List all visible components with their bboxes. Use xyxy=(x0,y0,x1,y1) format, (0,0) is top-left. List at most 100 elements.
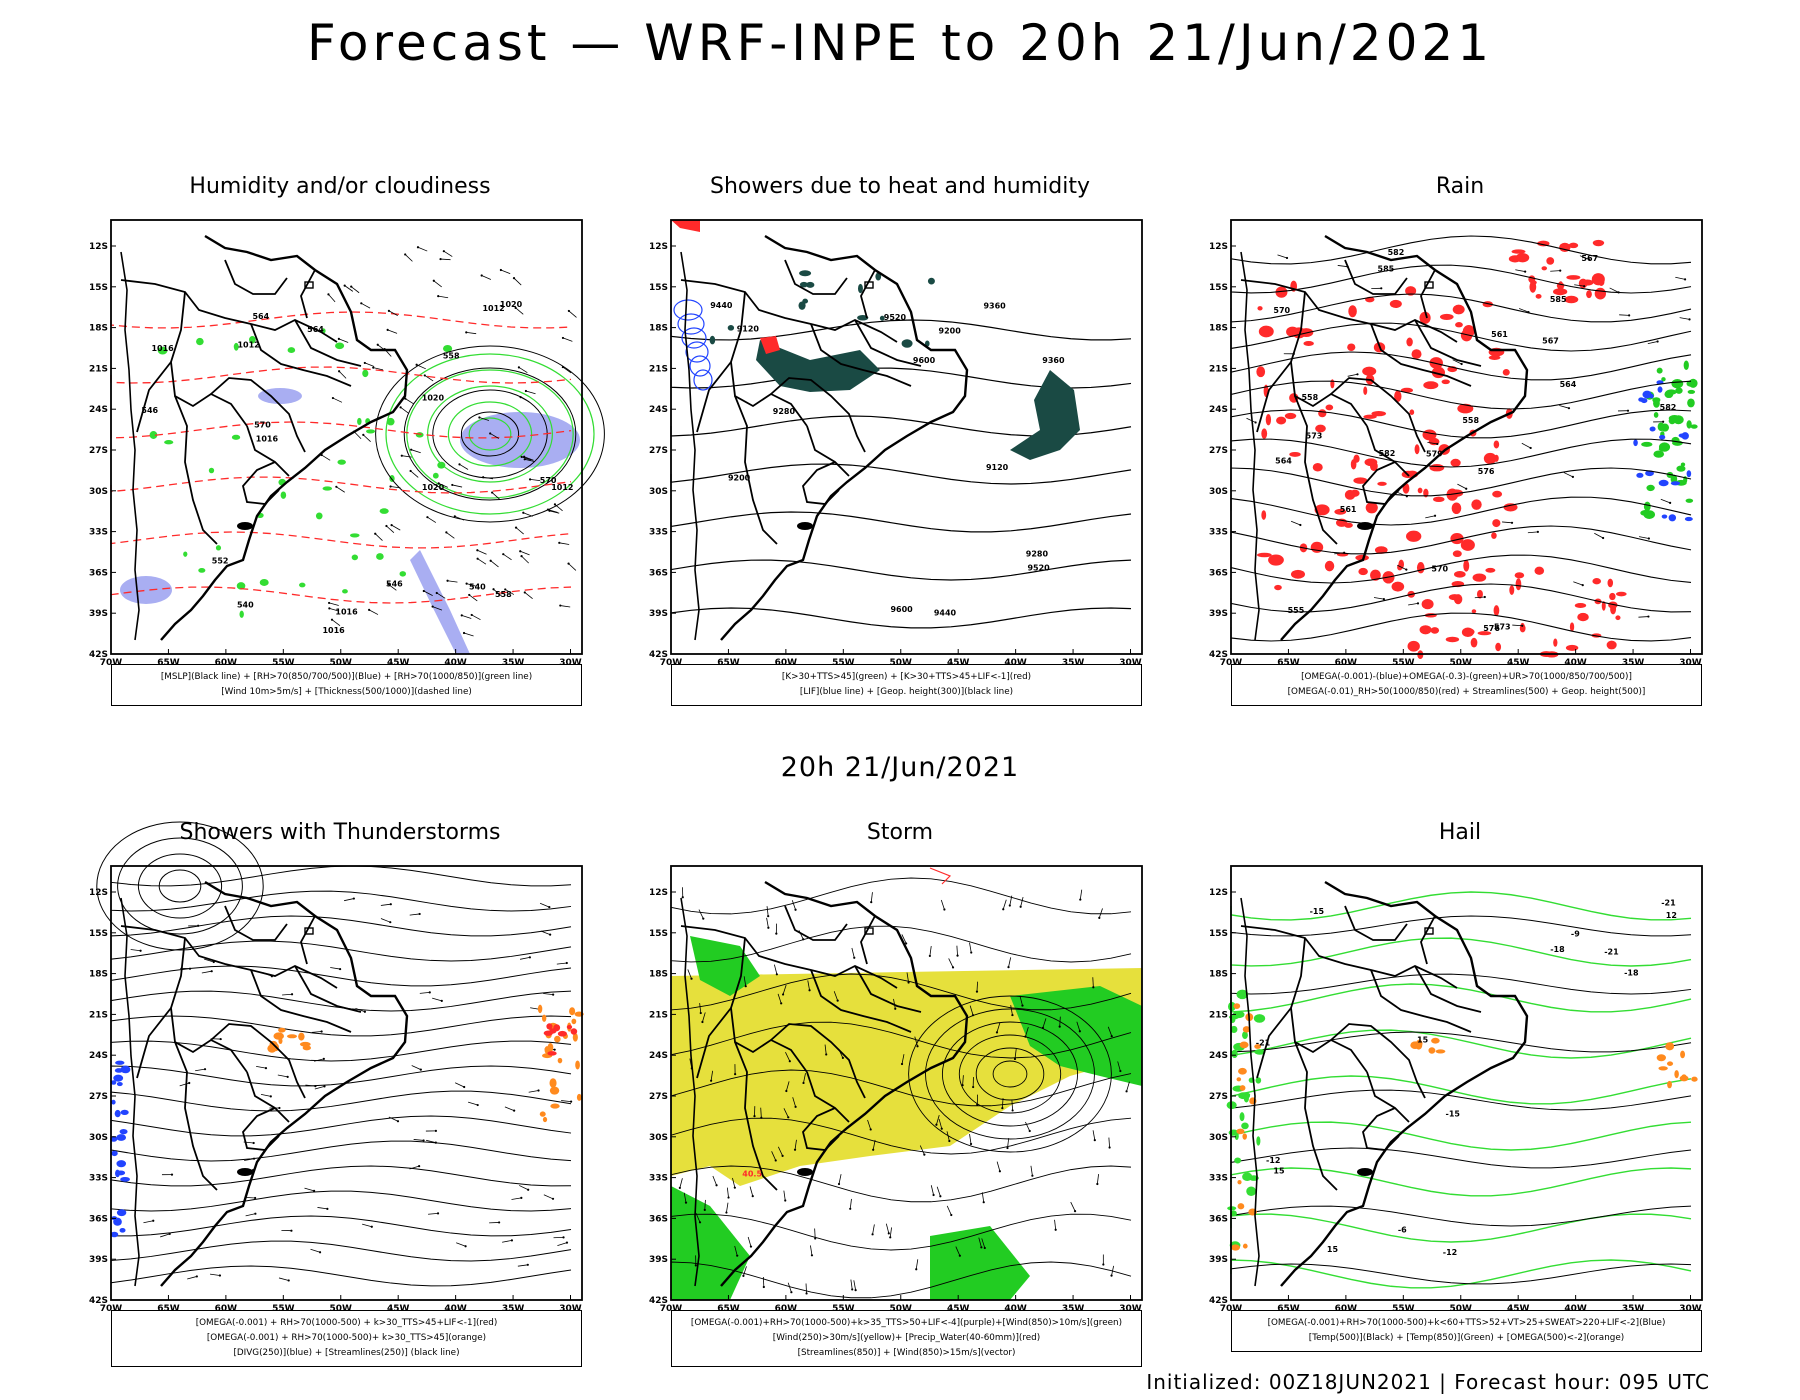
valid-time-label: 20h 21/Jun/2021 xyxy=(780,752,1020,783)
streamline-arrow-head xyxy=(434,1129,437,1132)
rain-red-cell xyxy=(1377,481,1387,486)
wind-vector-head xyxy=(1110,1035,1113,1038)
wind-vector-head xyxy=(869,1128,872,1131)
country-border xyxy=(680,279,898,343)
lat-tick-label: 12S xyxy=(89,888,108,898)
lat-tick-label: 18S xyxy=(1209,970,1228,980)
lagoon xyxy=(237,522,253,530)
rain-green-cell xyxy=(1661,377,1666,382)
rain-red-cell xyxy=(1509,585,1515,595)
streamline-500 xyxy=(1230,554,1692,584)
streamline-arrow-head xyxy=(1285,256,1289,260)
wind-vector-head xyxy=(1021,1004,1024,1007)
country-border xyxy=(1366,1071,1410,1123)
streamline-arrow xyxy=(409,1165,420,1170)
rh-green-cell xyxy=(432,472,439,479)
green-cell xyxy=(1241,1122,1249,1130)
contour-label: 546 xyxy=(141,406,158,415)
wind-vector xyxy=(1092,1130,1096,1141)
wind-vector xyxy=(505,589,515,595)
wind-vector-head xyxy=(567,562,570,565)
red-shower-area xyxy=(760,336,780,354)
rh-green-cell xyxy=(399,571,407,577)
lagoon xyxy=(1357,522,1373,530)
wind-vector xyxy=(792,1097,796,1107)
wind-vector-head xyxy=(476,549,479,552)
teal-shower-cell xyxy=(727,324,735,331)
rh-green-contour xyxy=(385,353,595,515)
thickness-dashed xyxy=(110,531,572,549)
contour-label: 558 xyxy=(495,590,512,599)
streamline-arrow xyxy=(1521,442,1531,449)
rain-red-cell xyxy=(1409,409,1415,416)
rain-red-cell xyxy=(1261,428,1268,439)
wind-vector xyxy=(438,295,449,299)
wind-vector-head xyxy=(435,591,438,595)
lon-tick-label: 50W xyxy=(890,658,913,668)
country-border xyxy=(1294,1041,1338,1191)
wind-vector-head xyxy=(767,915,770,918)
streamline-arrow-head xyxy=(1510,521,1514,524)
country-border xyxy=(860,269,876,319)
country-border xyxy=(170,291,248,427)
wind-vector-head xyxy=(362,433,365,436)
wind-vector xyxy=(321,454,331,461)
rain-red-cell xyxy=(1448,594,1461,601)
contour-label: -18 xyxy=(1550,945,1565,954)
wind-vector xyxy=(833,991,839,1001)
rain-red-cell xyxy=(1511,249,1526,254)
wind-vector-head xyxy=(1102,1263,1105,1266)
wind-vector xyxy=(361,302,371,309)
lon-tick-label: 45W xyxy=(1507,658,1530,668)
rain-green-cell xyxy=(1687,389,1696,394)
red-cell xyxy=(557,1030,567,1037)
wind-vector-head xyxy=(889,1236,892,1239)
orange-cell xyxy=(554,1035,561,1043)
wind-vector-head xyxy=(558,541,561,544)
lat-tick-label: 24S xyxy=(89,405,108,415)
wind-vector xyxy=(559,542,570,545)
rain-blue-cell xyxy=(1684,516,1693,522)
green-cell xyxy=(1232,1010,1245,1019)
wind-vector xyxy=(481,275,492,280)
country-border xyxy=(806,1071,850,1123)
wind-vector xyxy=(760,1107,762,1118)
orange-cell xyxy=(542,1116,548,1123)
country-border xyxy=(810,969,912,1033)
contour-label: 40.5 xyxy=(742,1170,762,1179)
rh-green-cell xyxy=(259,579,269,586)
country-border xyxy=(730,291,808,427)
streamline-arrow-head xyxy=(197,924,200,927)
lon-tick-label: 70W xyxy=(100,658,123,668)
streamline-arrow-head xyxy=(139,949,142,952)
lon-tick-label: 55W xyxy=(272,1304,295,1314)
streamline-arrow xyxy=(344,898,354,902)
streamline-arrow-head xyxy=(520,1196,523,1199)
lon-tick-label: 70W xyxy=(660,658,683,668)
wind-vector xyxy=(331,619,341,627)
wind-vector xyxy=(521,456,532,461)
lon-tick-label: 45W xyxy=(947,1304,970,1314)
streamline-850 xyxy=(670,1261,1132,1299)
streamline-arrow-head xyxy=(290,1229,293,1232)
wind-vector-head xyxy=(970,951,973,954)
rh-green-cell xyxy=(437,461,446,469)
streamline-arrow xyxy=(187,1276,197,1280)
country-border xyxy=(242,461,280,505)
orange-cell xyxy=(572,1032,578,1042)
map-frame xyxy=(110,865,583,1301)
lon-tick-label: 60W xyxy=(1335,1304,1358,1314)
country-border xyxy=(1420,269,1436,319)
lon-tick-label: 50W xyxy=(1450,1304,1473,1314)
wind-vector-head xyxy=(519,396,522,399)
contour-label: -12 xyxy=(1266,1156,1280,1165)
lat-tick-label: 12S xyxy=(649,888,668,898)
streamline-arrow-head xyxy=(1433,514,1437,517)
lat-tick-label: 36S xyxy=(1209,568,1228,578)
rh-green-cell xyxy=(415,432,424,438)
streamline-arrow-head xyxy=(1583,285,1586,288)
rain-red-cell xyxy=(1553,638,1558,647)
wind-vector xyxy=(513,277,522,286)
wind-vector-head xyxy=(387,583,390,586)
wind-vector-head xyxy=(363,361,366,365)
